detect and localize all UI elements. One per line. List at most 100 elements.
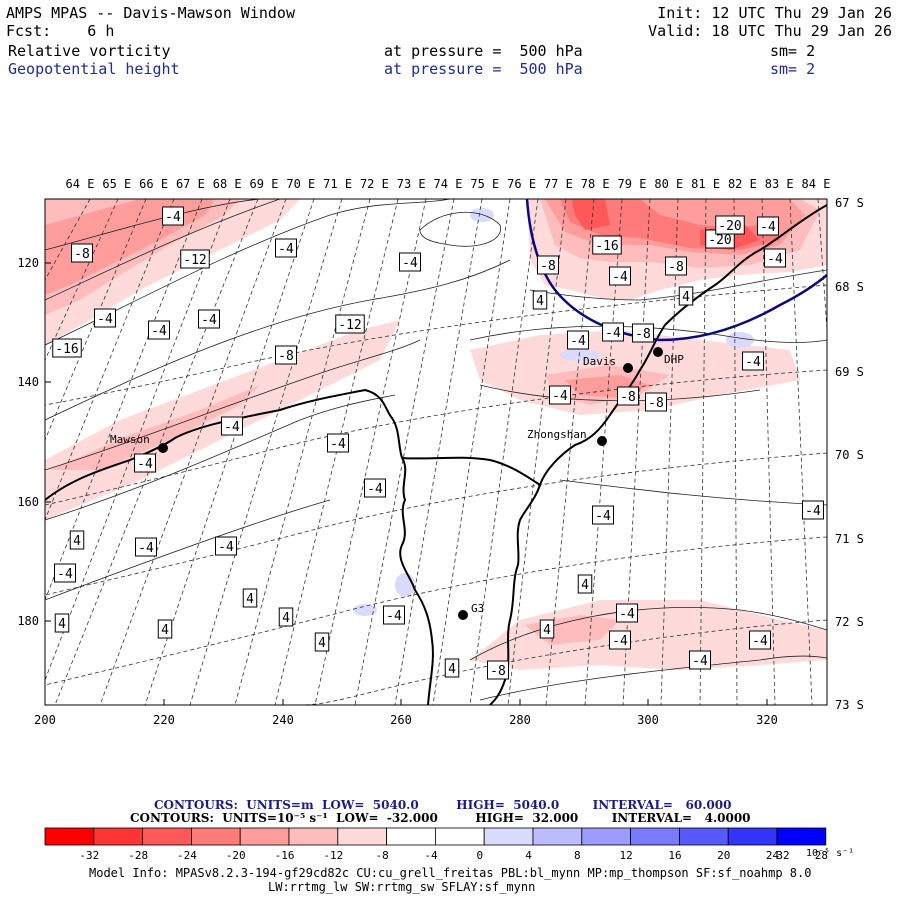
color-bar-swatch (337, 827, 387, 846)
station-dhp-marker (653, 347, 663, 357)
contour-label-box (592, 235, 622, 255)
top-lon-label: 78 E (581, 177, 610, 191)
contour-label: -4 (767, 252, 783, 267)
meridian-line (469, 199, 539, 705)
color-bar-tick: 0 (476, 849, 483, 862)
meridian-line (45, 199, 147, 441)
contour-label: -8 (540, 259, 556, 274)
meridian-line (733, 199, 738, 705)
contour-label: -8 (620, 390, 636, 405)
contour-line (469, 325, 827, 343)
contour-label-box (537, 255, 559, 275)
contour-label: -4 (692, 654, 708, 669)
color-bar-tick: 12 (620, 849, 633, 862)
contour-label: -4 (595, 509, 611, 524)
contour-label-box (609, 630, 631, 650)
left-tick-label: 120 (17, 256, 39, 270)
contour-label-box (69, 530, 85, 550)
color-bar-tick: 16 (668, 849, 681, 862)
contour-label: 4 (448, 662, 456, 677)
contour-line (45, 259, 511, 421)
legend-vorticity-line: CONTOURS: UNITS=10⁻⁵ s⁻¹ LOW= -32.000 HI… (130, 811, 751, 825)
contour-label: 4 (682, 290, 690, 305)
model-info-line1: Model Info: MPASv8.2.3-194-gf29cd82c CU:… (89, 866, 812, 880)
contour-label: 4 (543, 623, 551, 638)
top-lon-label: 83 E (765, 177, 794, 191)
station-dhp-label: DHP (664, 353, 684, 366)
contour-label-box (275, 238, 297, 258)
right-lat-label: 67 S (835, 196, 864, 210)
meridian-line (99, 199, 287, 705)
contour-label: -8 (648, 396, 664, 411)
meridian-line (354, 199, 455, 705)
color-bar-tick: 4 (525, 849, 532, 862)
contour-label: -4 (386, 609, 402, 624)
meridian-line (45, 199, 119, 361)
color-bar-tick: 32 (776, 849, 789, 862)
contour-label-box (314, 632, 330, 652)
contour-label: -4 (552, 389, 568, 404)
contour-label-box (198, 309, 220, 329)
contour-label-box (689, 650, 711, 670)
contour-label-box (157, 619, 173, 639)
bottom-tick-label: 260 (390, 713, 412, 727)
color-bar-swatch (679, 827, 729, 846)
top-lon-label: 71 E (323, 177, 352, 191)
contour-label: -8 (74, 247, 90, 262)
left-tick-label: 140 (17, 375, 39, 389)
contour-label: -4 (752, 634, 768, 649)
color-bar-swatch (386, 827, 436, 846)
contour-label: -4 (218, 540, 234, 555)
contour-label: -4 (612, 634, 628, 649)
contour-label-box (632, 323, 654, 343)
meridian-line (234, 199, 371, 705)
color-bar-units: 10⁻⁵ s⁻¹ (806, 848, 854, 859)
contour-line (419, 211, 501, 247)
contour-label-box (364, 478, 386, 498)
color-bar-tick: 8 (574, 849, 581, 862)
color-bar-tick: 20 (717, 849, 730, 862)
contour-label: -8 (278, 349, 294, 364)
field2-smoothing: sm= 2 (770, 60, 816, 78)
meridian-line (789, 199, 813, 705)
contour-line (469, 607, 827, 661)
contour-label: -4 (367, 482, 383, 497)
top-lon-label: 74 E (434, 177, 463, 191)
color-bar-swatch (727, 827, 778, 846)
station-zhongshan-label: Zhongshan (527, 428, 587, 441)
top-lon-label: 77 E (544, 177, 573, 191)
contour-label: -12 (183, 253, 206, 268)
top-lon-label: 81 E (691, 177, 720, 191)
field1-name: Relative vorticity (8, 42, 171, 60)
contour-line (45, 199, 261, 251)
vorticity-band-se (470, 600, 827, 670)
parallel-line (299, 619, 827, 705)
contour-line (529, 269, 827, 301)
top-lon-label: 66 E (139, 177, 168, 191)
top-lon-label: 72 E (360, 177, 389, 191)
contour-label-box (275, 345, 297, 365)
color-bar-tick: -20 (226, 849, 246, 862)
contour-line (479, 384, 761, 402)
contour-label: -4 (224, 420, 240, 435)
color-bar-tick: 24 (766, 849, 780, 862)
field1-pressure: at pressure = 500 hPa (384, 42, 583, 60)
color-bar-swatch (581, 827, 631, 846)
contour-label-box (532, 290, 548, 310)
color-bar-swatch (630, 827, 680, 846)
right-lat-label: 68 S (835, 280, 864, 294)
positive-vorticity-patch (470, 208, 494, 222)
bottom-tick-label: 320 (756, 713, 778, 727)
vorticity-region-ne-5 (572, 199, 610, 230)
contour-label-box (592, 505, 614, 525)
positive-vorticity-patch (560, 349, 600, 361)
contour-label-box (444, 658, 460, 678)
positive-vorticity-patch (353, 604, 377, 616)
top-lon-label: 67 E (176, 177, 205, 191)
contour-label: -4 (138, 541, 154, 556)
top-lon-label: 75 E (470, 177, 499, 191)
contour-label-box (577, 574, 593, 594)
contour-label: 4 (282, 611, 290, 626)
field1-smoothing: sm= 2 (770, 42, 816, 60)
contour-label: -4 (605, 326, 621, 341)
